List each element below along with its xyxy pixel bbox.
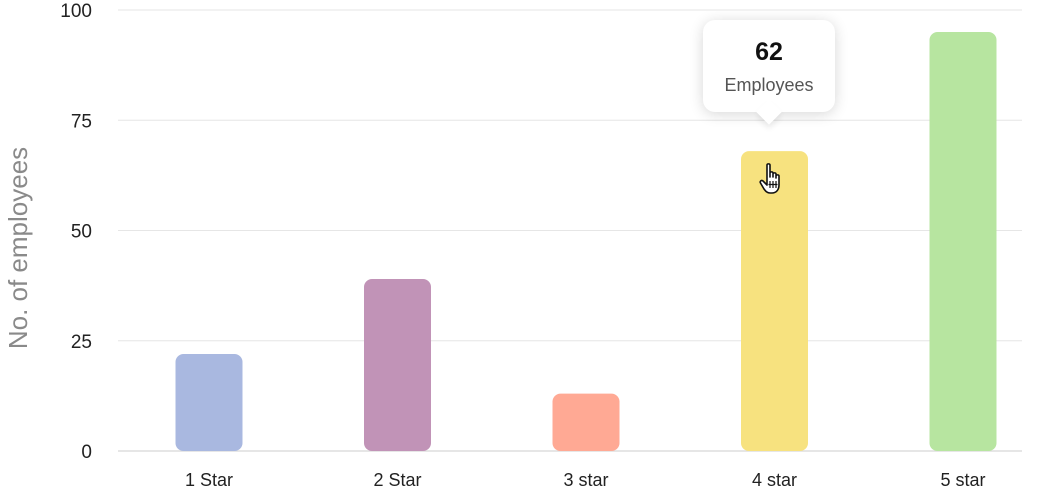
x-tick-label: 1 Star <box>185 470 233 490</box>
bars <box>175 32 997 452</box>
y-tick-label: 25 <box>71 332 92 353</box>
bar-tooltip: 62 Employees <box>703 20 835 125</box>
x-tick-label: 5 star <box>940 470 985 490</box>
bar-5[interactable] <box>929 32 997 452</box>
y-axis-ticks: 0 25 50 75 100 <box>60 1 92 463</box>
x-tick-label: 4 star <box>752 470 797 490</box>
hand-pointer-icon <box>758 162 786 198</box>
y-axis-label: No. of employees <box>3 147 33 349</box>
tooltip-unit: Employees <box>724 75 814 95</box>
grid-lines <box>118 9 1022 452</box>
y-tick-label: 75 <box>71 111 92 132</box>
x-tick-label: 3 star <box>563 470 608 490</box>
y-tick-label: 0 <box>81 442 92 463</box>
x-axis-ticks: 1 Star 2 Star 3 star 4 star 5 star <box>185 470 986 490</box>
bar-4[interactable] <box>741 151 808 451</box>
bar-1[interactable] <box>175 353 243 451</box>
y-tick-label: 50 <box>71 222 92 243</box>
bar-3[interactable] <box>552 393 620 451</box>
tooltip-value: 62 <box>755 38 783 66</box>
x-tick-label: 2 Star <box>373 470 421 490</box>
y-tick-label: 100 <box>60 1 92 22</box>
bar-2[interactable] <box>364 279 431 451</box>
